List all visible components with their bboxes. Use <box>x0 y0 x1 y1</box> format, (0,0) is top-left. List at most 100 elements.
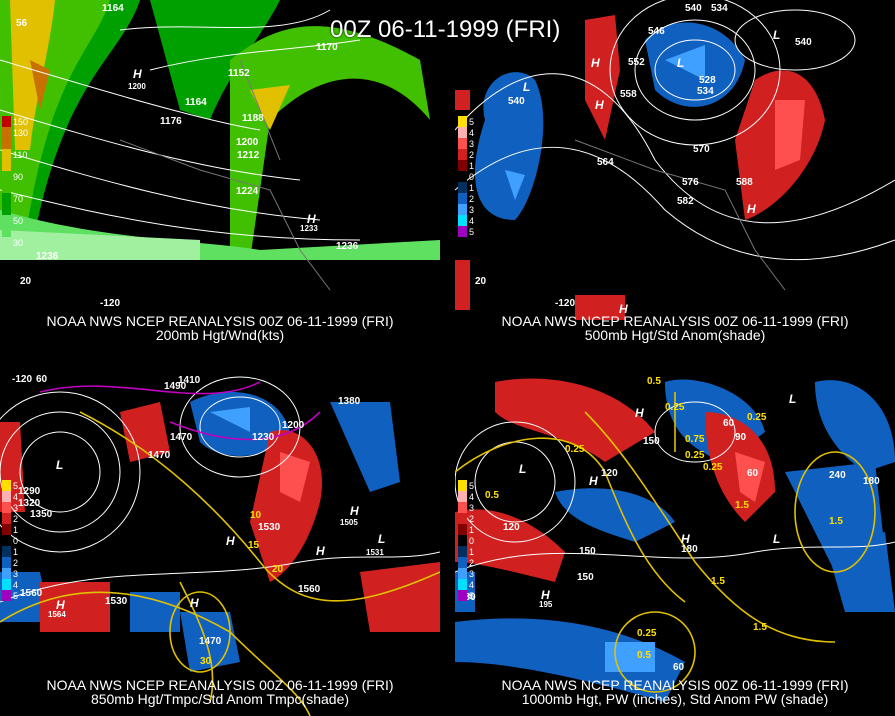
colorbar-500mb: 5 4 3 2 1 0 1 2 3 4 5 <box>458 116 474 237</box>
contour-label: 150 <box>643 436 660 447</box>
low-marker: L <box>378 532 386 546</box>
temp-label: 10 <box>250 510 262 521</box>
map-200mb-graphic <box>0 0 440 291</box>
contour-label: 588 <box>736 177 753 188</box>
pw-label: 0.25 <box>703 462 723 473</box>
contour-label: 60 <box>747 468 759 479</box>
lat-label: 56 <box>16 18 28 29</box>
contour-label: 1380 <box>338 396 361 407</box>
pw-label: 0.25 <box>637 628 657 639</box>
contour-label: 540 <box>508 96 525 107</box>
high-marker: H <box>226 534 235 548</box>
contour-label: 540 <box>685 3 702 14</box>
contour-label: 150 <box>577 572 594 583</box>
lon-label: -120 <box>100 298 121 309</box>
contour-label: 1490 <box>164 381 187 392</box>
date-title: 00Z 06-11-1999 (FRI) <box>330 16 561 43</box>
lon-label: -120 <box>12 374 33 385</box>
contour-label: 1531 <box>366 548 384 557</box>
pw-label: 1.5 <box>829 516 843 527</box>
pw-label: 1.5 <box>711 576 725 587</box>
map-500mb-graphic <box>455 0 895 320</box>
contour-label: 534 <box>697 86 714 97</box>
temp-label: 30 <box>200 656 212 667</box>
low-marker: L <box>677 56 685 70</box>
contour-label: 1230 <box>252 432 275 443</box>
low-marker: L <box>789 392 797 406</box>
high-marker: H <box>541 588 550 602</box>
panel-1000mb: 0.5 0.25 0.25 0.5 0.75 0.25 0.25 0.25 1.… <box>455 372 895 716</box>
contour-label: 1470 <box>148 450 171 461</box>
low-marker: L <box>519 462 527 476</box>
contour-label: 180 <box>681 544 698 555</box>
pw-label: 0.25 <box>565 444 585 455</box>
low-marker: L <box>773 28 781 42</box>
panel-title: NOAA NWS NCEP REANALYSIS 00Z 06-11-1999 … <box>501 313 849 343</box>
lat-label: 20 <box>475 276 487 287</box>
contour-label: 1200 <box>128 82 146 91</box>
contour-label: 180 <box>863 476 880 487</box>
contour-label: 546 <box>648 26 665 37</box>
contour-label: 528 <box>699 75 716 86</box>
lat-label: 60 <box>36 374 48 385</box>
contour-label: 1170 <box>316 42 338 53</box>
pw-label: 0.75 <box>685 434 705 445</box>
pw-label: 1.5 <box>735 500 749 511</box>
panel-title: NOAA NWS NCEP REANALYSIS 00Z 06-11-1999 … <box>501 677 849 707</box>
colorbar-1000mb: 5 4 3 2 1 0 1 2 3 4 5 <box>458 480 474 601</box>
contour-label: 1200 <box>236 137 259 148</box>
contour-label: 1530 <box>258 522 281 533</box>
high-marker: H <box>747 202 756 216</box>
high-marker: H <box>635 406 644 420</box>
temp-label: 20 <box>272 564 284 575</box>
low-marker: L <box>773 532 781 546</box>
contour-label: 195 <box>539 600 553 609</box>
low-marker: L <box>56 458 64 472</box>
high-marker: H <box>307 212 316 226</box>
pw-label: 0.25 <box>685 450 705 461</box>
panel-500mb: 540 534 546 540 552 528 534 558 540 564 … <box>455 0 895 345</box>
high-marker: H <box>350 504 359 518</box>
contour-label: 1564 <box>48 610 66 619</box>
colorbar-850mb: 5 4 3 2 1 0 1 2 3 4 5 <box>2 480 18 601</box>
contour-label: 1233 <box>300 224 318 233</box>
panel-title: NOAA NWS NCEP REANALYSIS 00Z 06-11-1999 … <box>46 677 394 707</box>
temp-label: 15 <box>248 540 260 551</box>
panel-850mb: 1410 1490 1470 1470 1230 1200 1380 1290 … <box>0 372 440 716</box>
high-marker: H <box>589 474 598 488</box>
contour-label: 1350 <box>30 509 53 520</box>
panel-title: NOAA NWS NCEP REANALYSIS 00Z 06-11-1999 … <box>46 313 394 343</box>
contour-label: 552 <box>628 57 645 68</box>
map-850mb-graphic <box>0 376 440 716</box>
high-marker: H <box>681 532 690 546</box>
contour-label: 60 <box>723 418 735 429</box>
contour-label: 1530 <box>105 596 128 607</box>
contour-label: 1470 <box>199 636 222 647</box>
pw-label: 0.25 <box>747 412 767 423</box>
contour-label: 1200 <box>282 420 305 431</box>
pw-label: 0.25 <box>665 402 685 413</box>
contour-label: 1560 <box>298 584 321 595</box>
contour-label: 1320 <box>18 498 41 509</box>
contour-label: 576 <box>682 177 699 188</box>
contour-label: 1176 <box>160 116 182 127</box>
contour-label: 1470 <box>170 432 193 443</box>
contour-label: 570 <box>693 144 710 155</box>
pw-label: 0.5 <box>647 376 661 387</box>
high-marker: H <box>595 98 604 112</box>
pw-label: 0.5 <box>637 650 651 661</box>
high-marker: H <box>56 598 65 612</box>
contour-label: 564 <box>597 157 614 168</box>
lon-label: -120 <box>555 298 576 309</box>
contour-label: 1164 <box>102 3 124 14</box>
contour-label: 534 <box>711 3 728 14</box>
low-marker: L <box>523 80 531 94</box>
contour-label: 240 <box>829 470 846 481</box>
contour-label: 1290 <box>18 486 41 497</box>
contour-label: 540 <box>795 37 812 48</box>
contour-label: 1164 <box>185 97 207 108</box>
high-marker: H <box>591 56 600 70</box>
contour-label: 1152 <box>228 68 250 79</box>
lat-label: 20 <box>20 276 32 287</box>
contour-label: 582 <box>677 196 694 207</box>
